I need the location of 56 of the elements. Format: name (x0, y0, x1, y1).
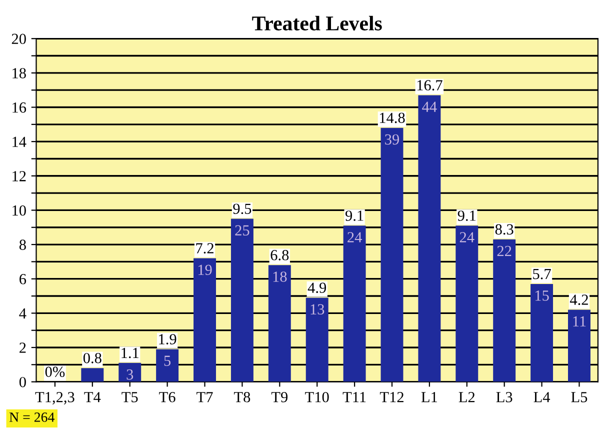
data-label: 9.1 (345, 210, 364, 221)
y-tick-label: 20 (12, 34, 26, 44)
annotation: 3 (126, 369, 134, 380)
data-label: 4.9 (308, 282, 326, 293)
y-tick-label: 10 (12, 205, 26, 216)
y-tick-label: 8 (19, 240, 26, 250)
data-label: 0% (45, 366, 65, 378)
annotation: 11 (573, 316, 586, 326)
data-label: 9.5 (233, 204, 252, 214)
data-label: 0.8 (83, 352, 102, 364)
x-tick-label: T8 (234, 392, 250, 402)
x-tick-label: T7 (196, 392, 213, 402)
y-tick-label: 16 (12, 102, 26, 113)
annotation: 24 (348, 232, 362, 242)
y-tick-label: 18 (12, 68, 26, 78)
x-tick-label: T9 (271, 392, 288, 402)
annotation: 39 (385, 134, 400, 145)
y-tick-label: 14 (12, 136, 26, 147)
annotation: 18 (273, 272, 287, 282)
annotation: 19 (198, 264, 212, 276)
y-tick-label: 12 (12, 171, 26, 182)
y-tick-label: 2 (20, 342, 26, 353)
data-label: 9.1 (458, 210, 476, 221)
x-tick-label: T6 (159, 392, 176, 402)
annotation: 24 (460, 232, 474, 242)
data-label: 8.3 (495, 224, 514, 235)
annotation: 15 (535, 290, 549, 301)
x-tick-label: T10 (305, 392, 329, 402)
data-label: 5.7 (533, 269, 551, 280)
x-tick-label: L3 (496, 392, 512, 402)
data-label: 4.2 (570, 294, 588, 305)
x-tick-label: L4 (534, 392, 550, 402)
x-tick-label: T1,2,3 (35, 392, 74, 404)
y-tick-label: 4 (19, 308, 26, 318)
data-label: 1.9 (159, 334, 176, 344)
x-tick-label: T12 (380, 392, 404, 402)
data-label: 1.1 (122, 348, 138, 358)
x-tick-label: T11 (342, 392, 366, 402)
y-tick-label: 6 (20, 274, 26, 284)
data-label: 7.2 (196, 243, 214, 254)
annotation: 25 (235, 225, 250, 236)
data-label: 16.7 (417, 80, 442, 90)
x-tick-label: L5 (571, 392, 588, 402)
annotation: 22 (497, 246, 512, 256)
annotation: 44 (422, 102, 437, 112)
x-tick-label: T5 (122, 392, 138, 402)
x-tick-label: L1 (421, 392, 438, 402)
chart-title: Treated Levels (252, 16, 382, 30)
data-label: 6.8 (270, 250, 289, 260)
text: N = 264 (9, 412, 54, 422)
data-label: 14.8 (380, 112, 405, 124)
x-tick-label: L2 (458, 392, 475, 402)
annotation: 13 (310, 304, 324, 314)
y-tick-label: 0 (19, 376, 26, 388)
x-tick-label: T4 (84, 392, 101, 402)
annotation: 5 (164, 356, 171, 366)
